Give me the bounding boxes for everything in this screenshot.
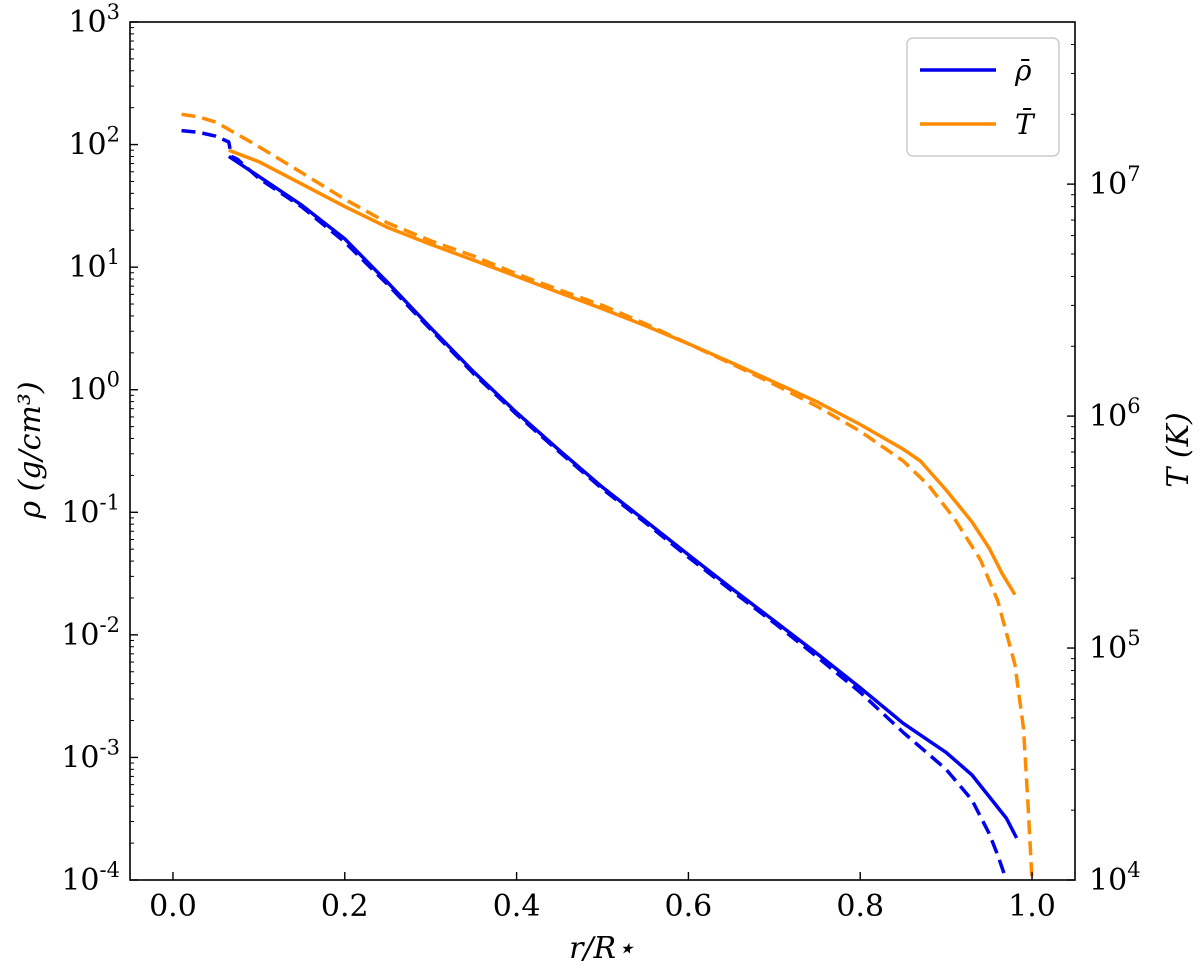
series-line-0-density-solid	[227, 154, 1019, 839]
tick-labels-layer: 0.0 0.2 0.4 0.6 0.8 1.0 103 102 101 100 10-1 10-2 10…	[61, 0, 1140, 924]
plot-frame	[129, 21, 1076, 881]
y-tick-label: 104	[1089, 858, 1141, 898]
legend-box	[906, 37, 1060, 157]
legend-label-density: ρ̄	[1014, 54, 1032, 87]
legend: ρ̄ T̄	[906, 37, 1060, 157]
y-tick-label: 10-1	[61, 490, 120, 530]
series-line-1-density-dashed	[181, 128, 1008, 880]
y-tick-label: 100	[68, 368, 120, 408]
y-tick-label: 10-2	[61, 613, 120, 653]
ticks-layer	[130, 21, 1075, 881]
y-axis-right-label: T (K)	[1161, 412, 1196, 487]
x-tick-label: 0.2	[321, 889, 369, 924]
series-line-2-temperature-solid	[228, 148, 1017, 596]
legend-label-temperature: T̄	[1015, 107, 1036, 141]
y-tick-label: 10-4	[61, 858, 120, 898]
y-tick-label: 10-3	[61, 735, 120, 775]
x-tick-label: 0.6	[665, 889, 713, 924]
y-tick-label: 107	[1089, 162, 1141, 202]
series-line-3-temperature-dashed	[181, 112, 1034, 880]
y-tick-label: 101	[68, 245, 120, 285]
y-tick-label: 106	[1089, 394, 1141, 434]
x-tick-label: 0.8	[836, 889, 884, 924]
x-axis-label: r/R⋆	[569, 931, 635, 966]
y-axis-left-label: ρ (g/cm³)	[13, 381, 48, 519]
y-tick-label: 103	[68, 0, 120, 40]
x-tick-label: 0.4	[493, 889, 541, 924]
y-tick-label: 102	[68, 123, 120, 163]
series-layer	[181, 112, 1034, 880]
x-tick-label: 0.0	[149, 889, 197, 924]
x-tick-label: 1.0	[1008, 889, 1056, 924]
y-tick-label: 105	[1089, 626, 1141, 666]
